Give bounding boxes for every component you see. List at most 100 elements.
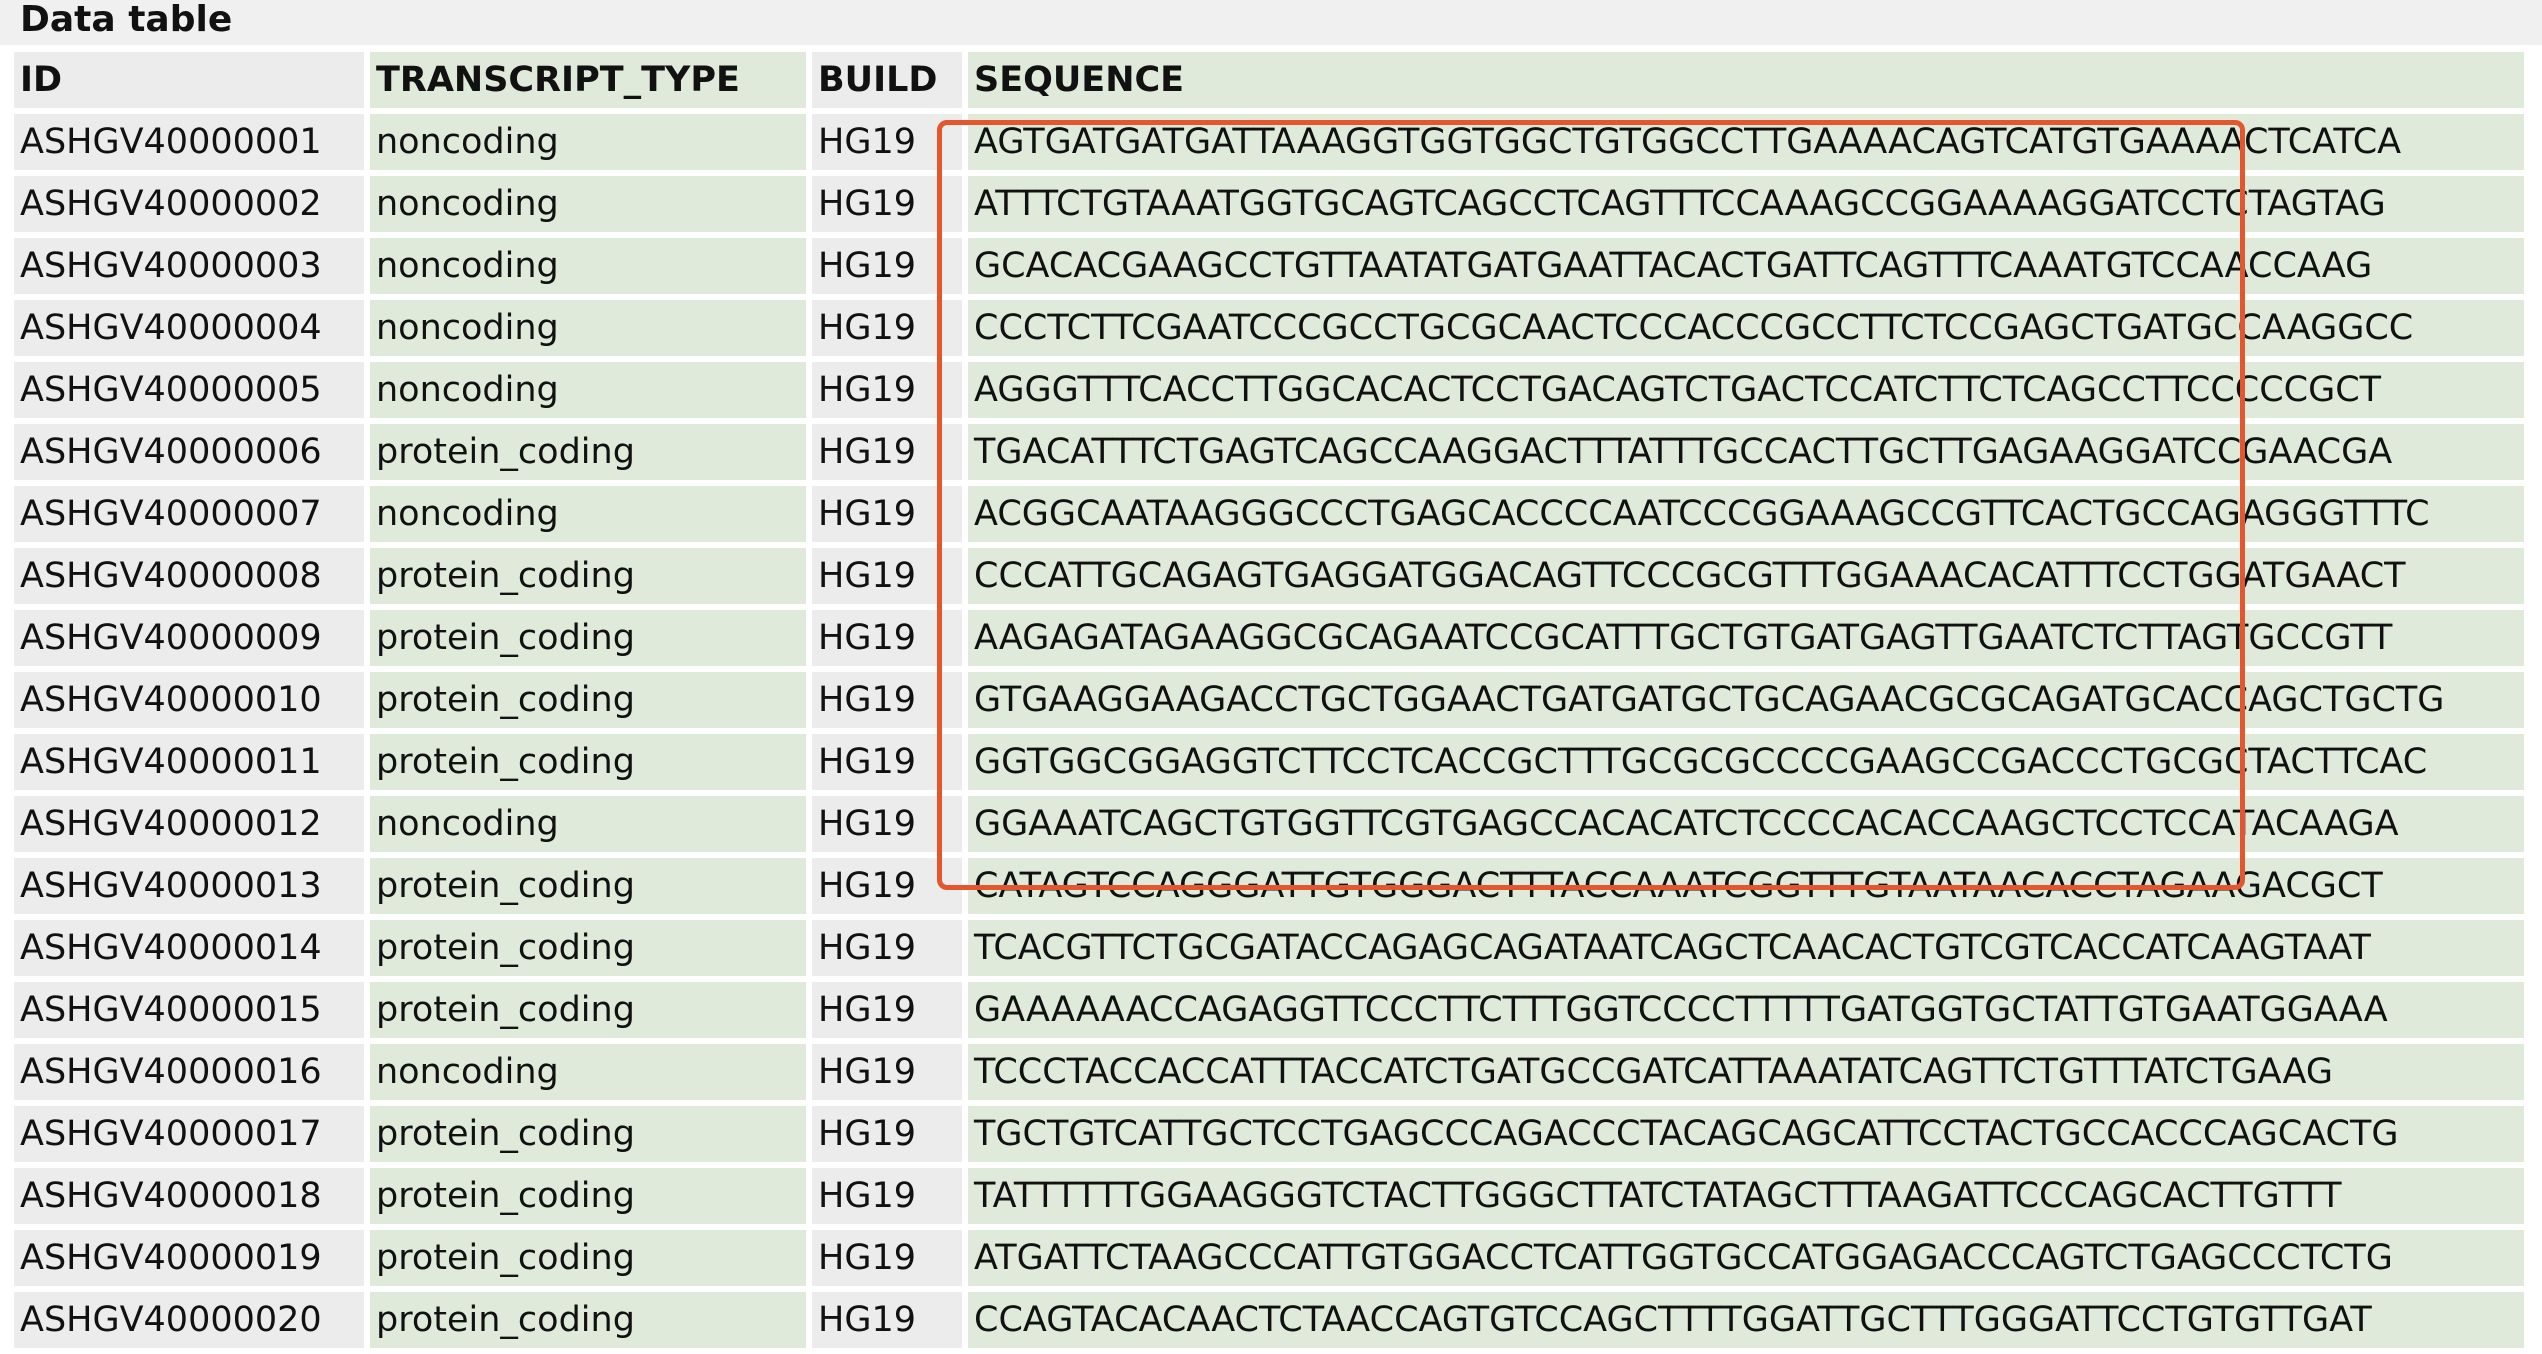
sequence-cell: GGAAATCAGCTGTGGTTCGTGAGCCACACATCTCCCCACA… bbox=[968, 796, 2524, 852]
table-row[interactable]: ASHGV40000006 protein_coding HG19 TGACATTTC… bbox=[14, 424, 2524, 480]
title-bar: Data table bbox=[0, 0, 2542, 45]
transcript-type-cell: protein_coding bbox=[370, 858, 806, 914]
table-row[interactable]: ASHGV40000018 protein_coding HG19 TATTTTTTG… bbox=[14, 1168, 2524, 1224]
table-row[interactable]: ASHGV40000010 protein_coding HG19 GTGAAGGAA… bbox=[14, 672, 2524, 728]
table-row[interactable]: ASHGV40000011 protein_coding HG19 GGTGGCGGA… bbox=[14, 734, 2524, 790]
transcript-type-cell: protein_coding bbox=[370, 610, 806, 666]
table-row[interactable]: ASHGV40000016 noncoding HG19 TCCCTACCACCATT… bbox=[14, 1044, 2524, 1100]
column-header-transcript-type[interactable]: TRANSCRIPT_TYPE bbox=[370, 52, 806, 108]
id-cell: ASHGV40000019 bbox=[14, 1230, 364, 1286]
build-cell: HG19 bbox=[812, 796, 962, 852]
transcript-type-cell: noncoding bbox=[370, 114, 806, 170]
transcript-type-cell: noncoding bbox=[370, 176, 806, 232]
id-cell: ASHGV40000012 bbox=[14, 796, 364, 852]
id-cell: ASHGV40000010 bbox=[14, 672, 364, 728]
id-cell: ASHGV40000003 bbox=[14, 238, 364, 294]
sequence-cell: AGTGATGATGATTAAAGGTGGTGGCTGTGGCCTTGAAAAC… bbox=[968, 114, 2524, 170]
table-row[interactable]: ASHGV40000014 protein_coding HG19 TCACGTTCT… bbox=[14, 920, 2524, 976]
transcript-type-cell: protein_coding bbox=[370, 1106, 806, 1162]
id-cell: ASHGV40000015 bbox=[14, 982, 364, 1038]
transcript-type-cell: protein_coding bbox=[370, 1168, 806, 1224]
sequence-cell: TGCTGTCATTGCTCCTGAGCCCAGACCCTACAGCAGCATT… bbox=[968, 1106, 2524, 1162]
build-cell: HG19 bbox=[812, 858, 962, 914]
build-cell: HG19 bbox=[812, 610, 962, 666]
table-row[interactable]: ASHGV40000007 noncoding HG19 ACGGCAATAAGGGC… bbox=[14, 486, 2524, 542]
sequence-cell: ATTTCTGTAAATGGTGCAGTCAGCCTCAGTTTCCAAAGCC… bbox=[968, 176, 2524, 232]
transcript-type-cell: protein_coding bbox=[370, 920, 806, 976]
header-row: ID TRANSCRIPT_TYPE BUILD SEQUENCE bbox=[14, 52, 2524, 108]
page-title: Data table bbox=[20, 0, 233, 40]
transcript-type-cell: protein_coding bbox=[370, 982, 806, 1038]
build-cell: HG19 bbox=[812, 1044, 962, 1100]
build-cell: HG19 bbox=[812, 238, 962, 294]
id-cell: ASHGV40000005 bbox=[14, 362, 364, 418]
table-body: ASHGV40000001 noncoding HG19 AGTGATGATGATTA… bbox=[14, 114, 2524, 1348]
id-cell: ASHGV40000009 bbox=[14, 610, 364, 666]
transcript-type-cell: noncoding bbox=[370, 238, 806, 294]
sequence-cell: GAAAAAACCAGAGGTTCCCTTCTTTGGTCCCCTTTTTGAT… bbox=[968, 982, 2524, 1038]
transcript-type-cell: noncoding bbox=[370, 300, 806, 356]
sequence-cell: TCACGTTCTGCGATACCAGAGCAGATAATCAGCTCAACAC… bbox=[968, 920, 2524, 976]
id-cell: ASHGV40000011 bbox=[14, 734, 364, 790]
sequence-cell: CCCTCTTCGAATCCCGCCTGCGCAACTCCCACCCGCCTTC… bbox=[968, 300, 2524, 356]
transcript-type-cell: protein_coding bbox=[370, 734, 806, 790]
column-header-sequence[interactable]: SEQUENCE bbox=[968, 52, 2524, 108]
id-cell: ASHGV40000006 bbox=[14, 424, 364, 480]
build-cell: HG19 bbox=[812, 486, 962, 542]
table-row[interactable]: ASHGV40000004 noncoding HG19 CCCTCTTCGAATCC… bbox=[14, 300, 2524, 356]
table-row[interactable]: ASHGV40000008 protein_coding HG19 CCCATTGCA… bbox=[14, 548, 2524, 604]
id-cell: ASHGV40000017 bbox=[14, 1106, 364, 1162]
column-header-build[interactable]: BUILD bbox=[812, 52, 962, 108]
id-cell: ASHGV40000018 bbox=[14, 1168, 364, 1224]
table-row[interactable]: ASHGV40000012 noncoding HG19 GGAAATCAGCTGTG… bbox=[14, 796, 2524, 852]
build-cell: HG19 bbox=[812, 920, 962, 976]
build-cell: HG19 bbox=[812, 362, 962, 418]
transcript-type-cell: noncoding bbox=[370, 486, 806, 542]
build-cell: HG19 bbox=[812, 982, 962, 1038]
sequence-cell: GCACACGAAGCCTGTTAATATGATGAATTACACTGATTCA… bbox=[968, 238, 2524, 294]
build-cell: HG19 bbox=[812, 1168, 962, 1224]
id-cell: ASHGV40000001 bbox=[14, 114, 364, 170]
build-cell: HG19 bbox=[812, 424, 962, 480]
table-row[interactable]: ASHGV40000002 noncoding HG19 ATTTCTGTAAATGG… bbox=[14, 176, 2524, 232]
table-row[interactable]: ASHGV40000020 protein_coding HG19 CCAGTACAC… bbox=[14, 1292, 2524, 1348]
table-row[interactable]: ASHGV40000019 protein_coding HG19 ATGATTCTA… bbox=[14, 1230, 2524, 1286]
transcript-type-cell: protein_coding bbox=[370, 424, 806, 480]
data-table: ID TRANSCRIPT_TYPE BUILD SEQUENCE ASHGV4… bbox=[8, 46, 2530, 1354]
sequence-cell: AGGGTTTCACCTTGGCACACTCCTGACAGTCTGACTCCAT… bbox=[968, 362, 2524, 418]
sequence-cell: ATGATTCTAAGCCCATTGTGGACCTCATTGGTGCCATGGA… bbox=[968, 1230, 2524, 1286]
sequence-cell: GTGAAGGAAGACCTGCTGGAACTGATGATGCTGCAGAACG… bbox=[968, 672, 2524, 728]
build-cell: HG19 bbox=[812, 548, 962, 604]
table-row[interactable]: ASHGV40000001 noncoding HG19 AGTGATGATGATTA… bbox=[14, 114, 2524, 170]
build-cell: HG19 bbox=[812, 114, 962, 170]
transcript-type-cell: protein_coding bbox=[370, 1292, 806, 1348]
id-cell: ASHGV40000007 bbox=[14, 486, 364, 542]
build-cell: HG19 bbox=[812, 1292, 962, 1348]
transcript-type-cell: protein_coding bbox=[370, 672, 806, 728]
sequence-cell: TGACATTTCTGAGTCAGCCAAGGACTTTATTTGCCACTTG… bbox=[968, 424, 2524, 480]
transcript-type-cell: protein_coding bbox=[370, 548, 806, 604]
build-cell: HG19 bbox=[812, 300, 962, 356]
transcript-type-cell: noncoding bbox=[370, 796, 806, 852]
sequence-cell: CCCATTGCAGAGTGAGGATGGACAGTTCCCGCGTTTGGAA… bbox=[968, 548, 2524, 604]
sequence-cell: CATAGTCCAGGGATTGTGGGACTTTACCAAATCGGTTTGT… bbox=[968, 858, 2524, 914]
sequence-cell: ACGGCAATAAGGGCCCTGAGCACCCCAATCCCGGAAAGCC… bbox=[968, 486, 2524, 542]
transcript-type-cell: noncoding bbox=[370, 1044, 806, 1100]
table-row[interactable]: ASHGV40000009 protein_coding HG19 AAGAGATAG… bbox=[14, 610, 2524, 666]
transcript-type-cell: noncoding bbox=[370, 362, 806, 418]
id-cell: ASHGV40000013 bbox=[14, 858, 364, 914]
table-row[interactable]: ASHGV40000005 noncoding HG19 AGGGTTTCACCTTG… bbox=[14, 362, 2524, 418]
sequence-cell: CCAGTACACAACTCTAACCAGTGTCCAGCTTTTGGATTGC… bbox=[968, 1292, 2524, 1348]
sequence-cell: TATTTTTTGGAAGGGTCTACTTGGGCTTATCTATAGCTTT… bbox=[968, 1168, 2524, 1224]
id-cell: ASHGV40000016 bbox=[14, 1044, 364, 1100]
column-header-id[interactable]: ID bbox=[14, 52, 364, 108]
table-row[interactable]: ASHGV40000013 protein_coding HG19 CATAGTCCA… bbox=[14, 858, 2524, 914]
sequence-cell: TCCCTACCACCATTTACCATCTGATGCCGATCATTAAATA… bbox=[968, 1044, 2524, 1100]
table-row[interactable]: ASHGV40000017 protein_coding HG19 TGCTGTCAT… bbox=[14, 1106, 2524, 1162]
table-row[interactable]: ASHGV40000015 protein_coding HG19 GAAAAAACC… bbox=[14, 982, 2524, 1038]
sequence-cell: GGTGGCGGAGGTCTTCCTCACCGCTTTGCGCGCCCCGAAG… bbox=[968, 734, 2524, 790]
id-cell: ASHGV40000004 bbox=[14, 300, 364, 356]
table-row[interactable]: ASHGV40000003 noncoding HG19 GCACACGAAGCCTG… bbox=[14, 238, 2524, 294]
build-cell: HG19 bbox=[812, 672, 962, 728]
build-cell: HG19 bbox=[812, 1106, 962, 1162]
